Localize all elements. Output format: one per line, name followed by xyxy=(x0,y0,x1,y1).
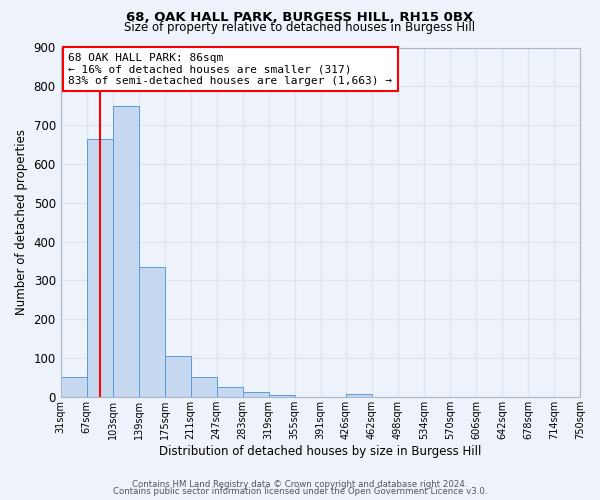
Bar xyxy=(86,138,113,397)
Bar xyxy=(269,395,295,397)
Bar xyxy=(113,106,139,397)
Bar xyxy=(217,387,242,397)
Bar xyxy=(139,267,164,397)
Title: 68, OAK HALL PARK, BURGESS HILL, RH15 0BX
Size of property relative to detached : 68, OAK HALL PARK, BURGESS HILL, RH15 0B… xyxy=(0,499,1,500)
Text: Contains public sector information licensed under the Open Government Licence v3: Contains public sector information licen… xyxy=(113,487,487,496)
X-axis label: Distribution of detached houses by size in Burgess Hill: Distribution of detached houses by size … xyxy=(159,444,482,458)
Y-axis label: Number of detached properties: Number of detached properties xyxy=(15,129,28,315)
Bar xyxy=(61,378,86,397)
Text: 68 OAK HALL PARK: 86sqm
← 16% of detached houses are smaller (317)
83% of semi-d: 68 OAK HALL PARK: 86sqm ← 16% of detache… xyxy=(68,52,392,86)
Text: Contains HM Land Registry data © Crown copyright and database right 2024.: Contains HM Land Registry data © Crown c… xyxy=(132,480,468,489)
Text: 68, OAK HALL PARK, BURGESS HILL, RH15 0BX: 68, OAK HALL PARK, BURGESS HILL, RH15 0B… xyxy=(127,11,473,24)
Bar xyxy=(191,378,217,397)
Bar xyxy=(346,394,372,397)
Bar xyxy=(164,356,191,397)
Text: Size of property relative to detached houses in Burgess Hill: Size of property relative to detached ho… xyxy=(124,21,476,34)
Bar xyxy=(242,392,269,397)
